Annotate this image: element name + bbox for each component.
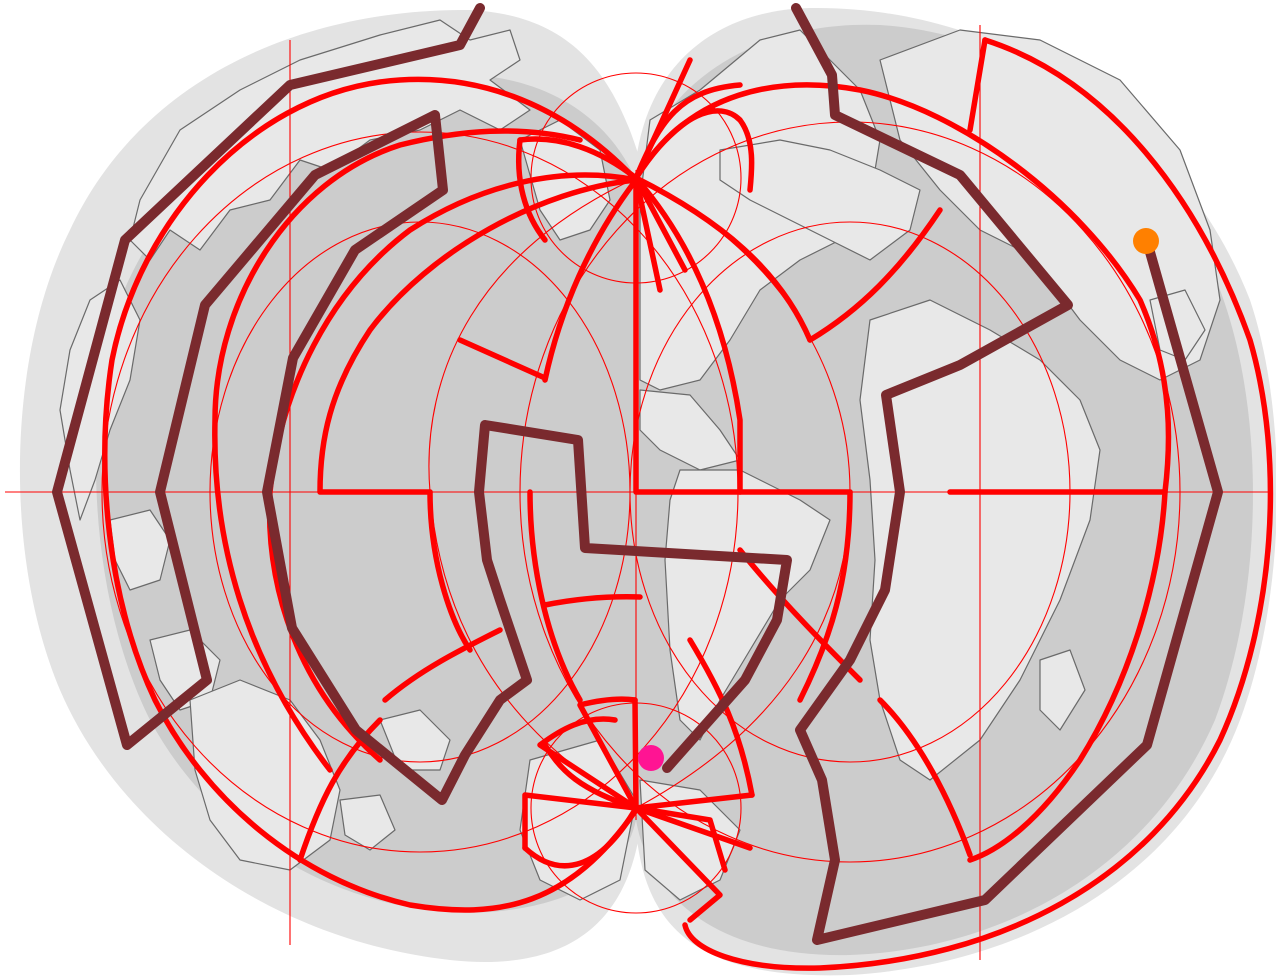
wall-south-fan-1 [537,716,639,811]
wall-right-ring-outer [633,82,1172,495]
wall-left-equator-stub [527,489,583,703]
wall-south-fan-4 [633,792,755,811]
wall-left-short-1 [457,337,548,381]
route-right [791,3,1223,945]
wall-right-mid-ring [797,489,853,703]
wall-south-inner-arc [542,594,643,608]
markers [638,228,1159,771]
wall-right-meridian-2 [633,175,813,343]
wall-south-fan-6 [633,805,728,873]
wall-left-ring-2 [212,128,583,773]
wall-right-outer-boundary [682,37,1274,971]
land-masses [59,19,1221,901]
route-left-outer [52,3,792,805]
wall-north-fan-3 [633,175,663,293]
wall-south-fan-8 [522,805,639,869]
wall-north-fan-4 [633,57,693,181]
wall-right-top-stub [967,37,988,133]
land-central-america [639,389,741,471]
start-marker[interactable] [1133,228,1159,254]
wall-left-upper-arc-2 [517,136,639,181]
wall-south-wedge-left [542,742,639,811]
wall-right-inner-arc [807,207,943,343]
wall-right-ring-lower [967,489,1168,863]
land-left-west [59,279,141,521]
wall-right-meridian-1 [633,175,743,495]
wall-left-meridian [542,177,639,383]
wall-right-lower-arc-1 [877,697,973,858]
wall-south-fan-7 [633,805,723,923]
solution-route [52,3,1223,945]
land-madagascar [1039,649,1086,731]
land-europe [719,139,921,261]
wall-left-ring-outer [102,76,639,913]
wall-south-arc-right [687,637,755,798]
land-left-south-islands [339,794,396,851]
wall-south-fan-9 [577,696,639,811]
wall-north-fan-2 [633,175,688,273]
wall-south-fan-5 [633,805,753,851]
wall-south-fan-2 [522,792,639,851]
end-marker[interactable] [638,745,664,771]
wall-left-ring-4 [317,177,639,495]
wall-south-fan-3 [632,697,639,811]
wall-left-inner-arc [427,489,473,653]
wall-left-upper-arc [515,137,548,243]
wall-central-meridian [633,175,853,495]
wall-left-lower-arc [382,627,503,703]
